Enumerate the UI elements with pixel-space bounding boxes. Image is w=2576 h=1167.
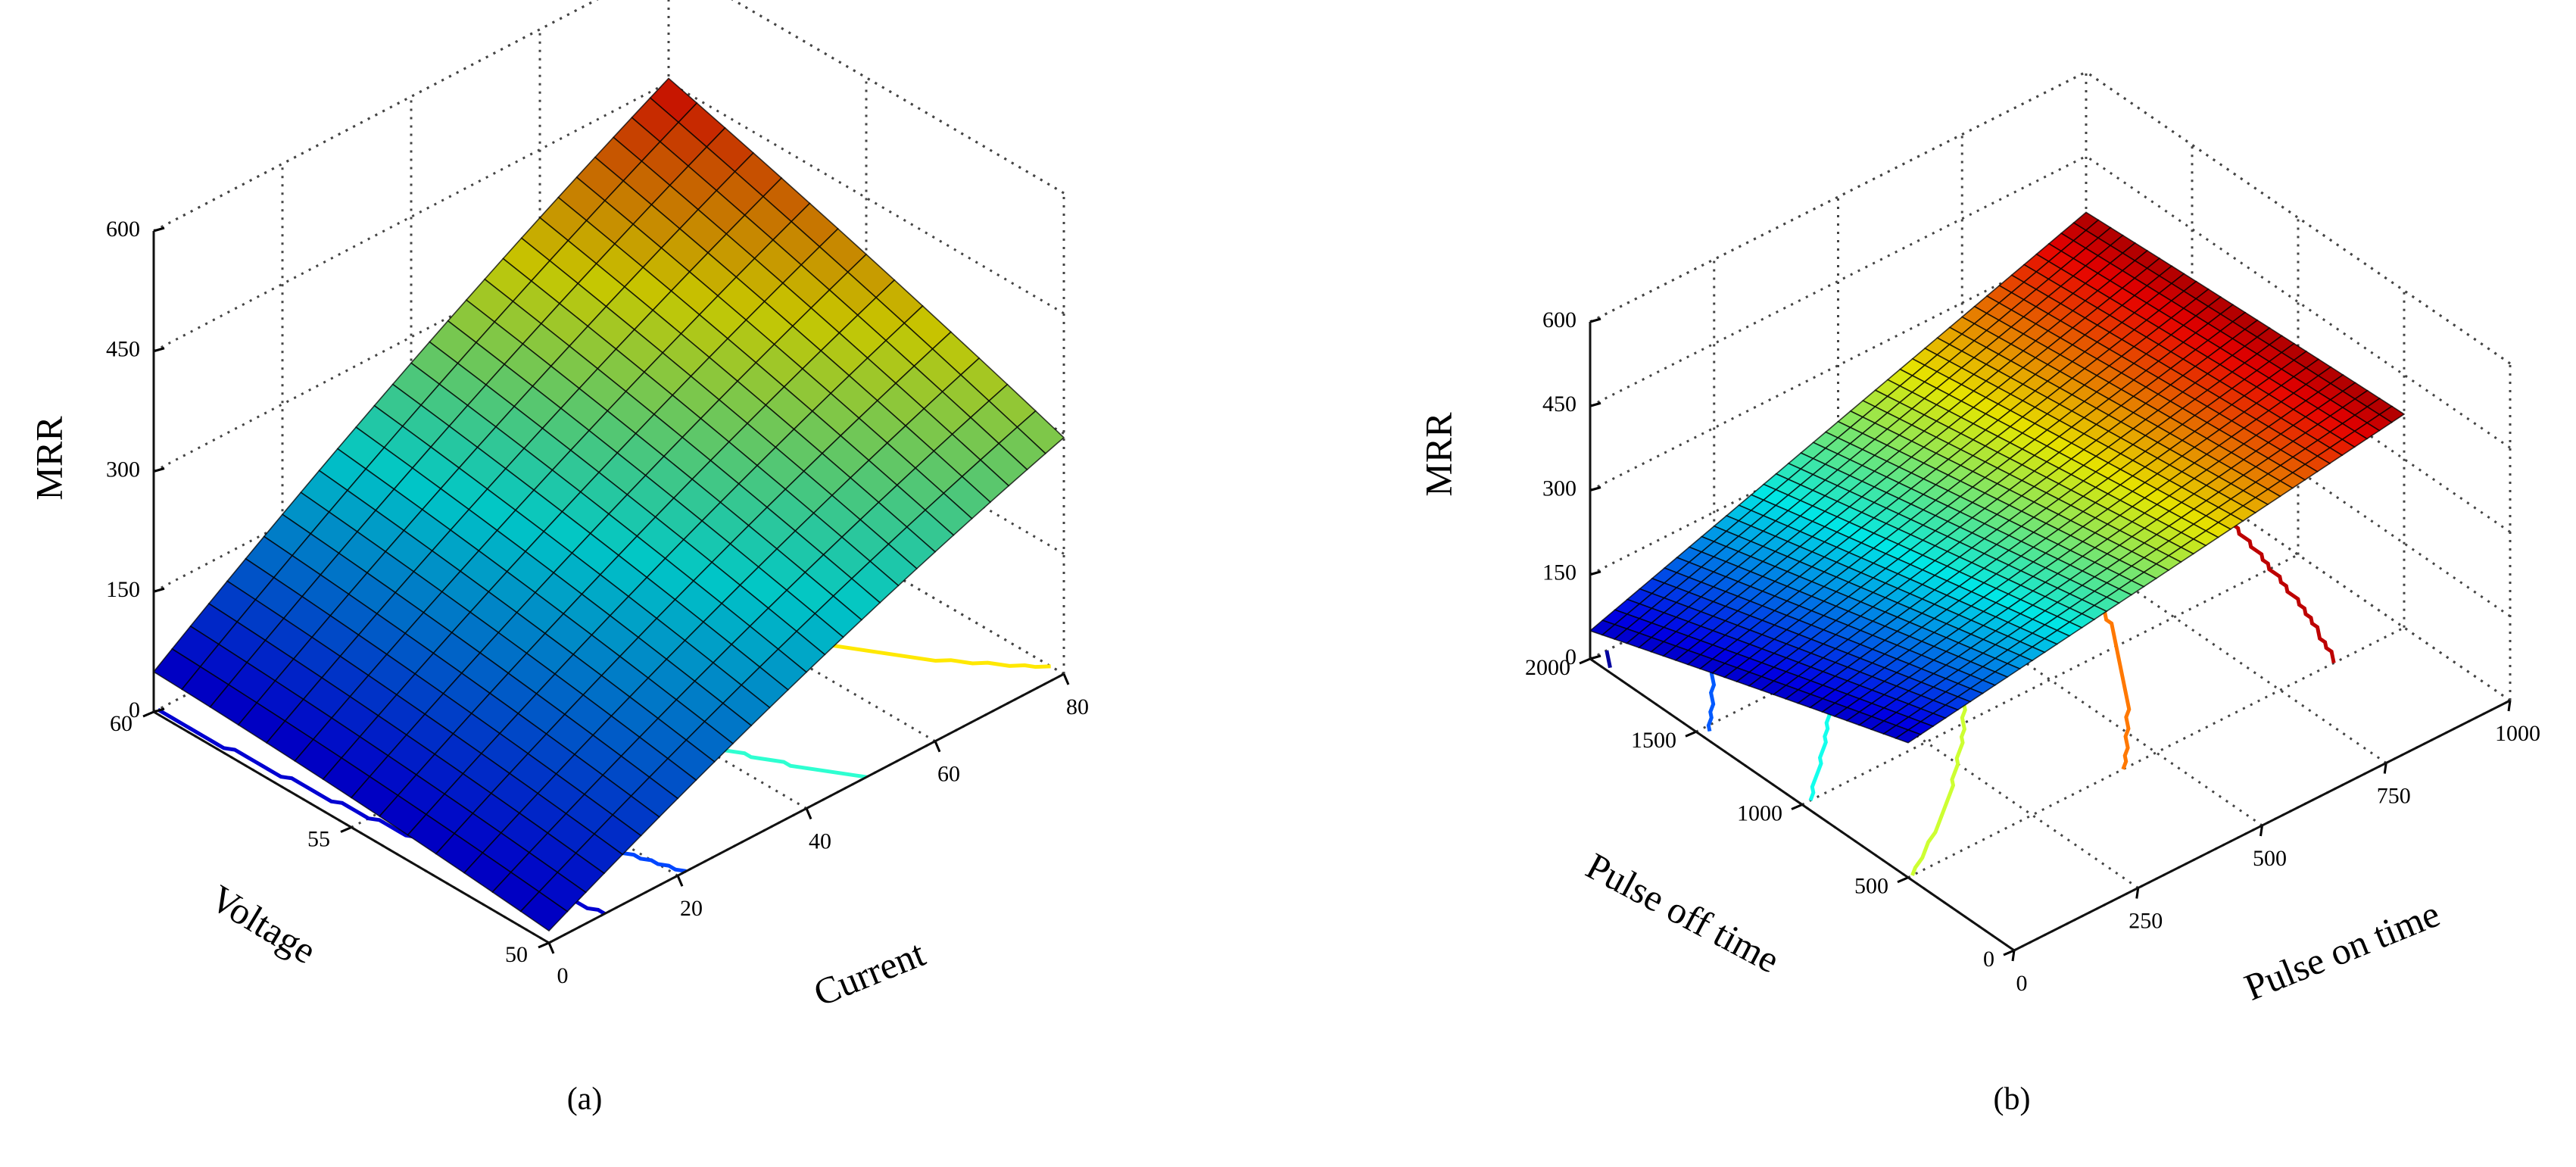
x-tick-label-2: 250 (2128, 908, 2163, 933)
x-tick-label-1: 0 (2016, 971, 2028, 996)
y-tick-label-1: 0 (1983, 947, 1994, 972)
z-tick-label-4: 450 (1542, 392, 1576, 417)
z-tick-label-3: 300 (106, 457, 140, 482)
panel-a-chart: 0204060805055600150300450600CurrentVolta… (27, 0, 1089, 1117)
panel-b-chart: 0250500750100005001000150020000150300450… (1417, 70, 2540, 1117)
x-tick-label-4: 60 (937, 762, 960, 787)
y-axis-label: Voltage (203, 876, 323, 972)
x-tick-label-3: 40 (809, 828, 831, 853)
x-tick-label-3: 500 (2253, 846, 2287, 871)
y-axis-label: Pulse off time (1580, 844, 1786, 981)
z-tick-label-3: 300 (1542, 476, 1576, 501)
y-tick-label-3: 60 (110, 711, 133, 736)
z-tick-label-5: 600 (1542, 307, 1576, 332)
z-tick-label-5: 600 (106, 217, 140, 242)
z-tick-label-1: 0 (1565, 644, 1576, 669)
z-tick-label-1: 0 (129, 697, 140, 722)
z-tick-label-2: 150 (1542, 560, 1576, 585)
surface (152, 77, 1065, 932)
panel-label: (b) (1994, 1082, 2031, 1117)
panel-label: (a) (567, 1082, 603, 1117)
z-tick-label-4: 450 (106, 337, 140, 362)
y-tick-label-4: 1500 (1631, 728, 1676, 753)
z-axis-label: MRR (1417, 412, 1459, 497)
x-tick-label-5: 1000 (2495, 721, 2540, 746)
y-tick-label-1: 50 (505, 942, 528, 967)
y-tick-label-3: 1000 (1737, 800, 1782, 825)
x-tick-label-1: 0 (557, 963, 569, 988)
y-tick-label-2: 55 (307, 826, 330, 851)
z-axis-label: MRR (27, 416, 70, 501)
x-tick-label-4: 750 (2377, 783, 2411, 808)
x-tick-label-5: 80 (1066, 694, 1089, 719)
y-tick-label-2: 500 (1854, 874, 1888, 899)
x-axis-label: Pulse on time (2238, 892, 2445, 1009)
y-tick-label-5: 2000 (1525, 655, 1570, 680)
x-tick-label-2: 20 (680, 896, 703, 921)
z-tick-label-2: 150 (106, 577, 140, 602)
x-axis-label: Current (808, 931, 931, 1014)
ticks: 0250500750100005001000150020000150300450… (1525, 307, 2540, 996)
surface (1589, 211, 2406, 744)
contour-line-1 (1605, 650, 1612, 669)
